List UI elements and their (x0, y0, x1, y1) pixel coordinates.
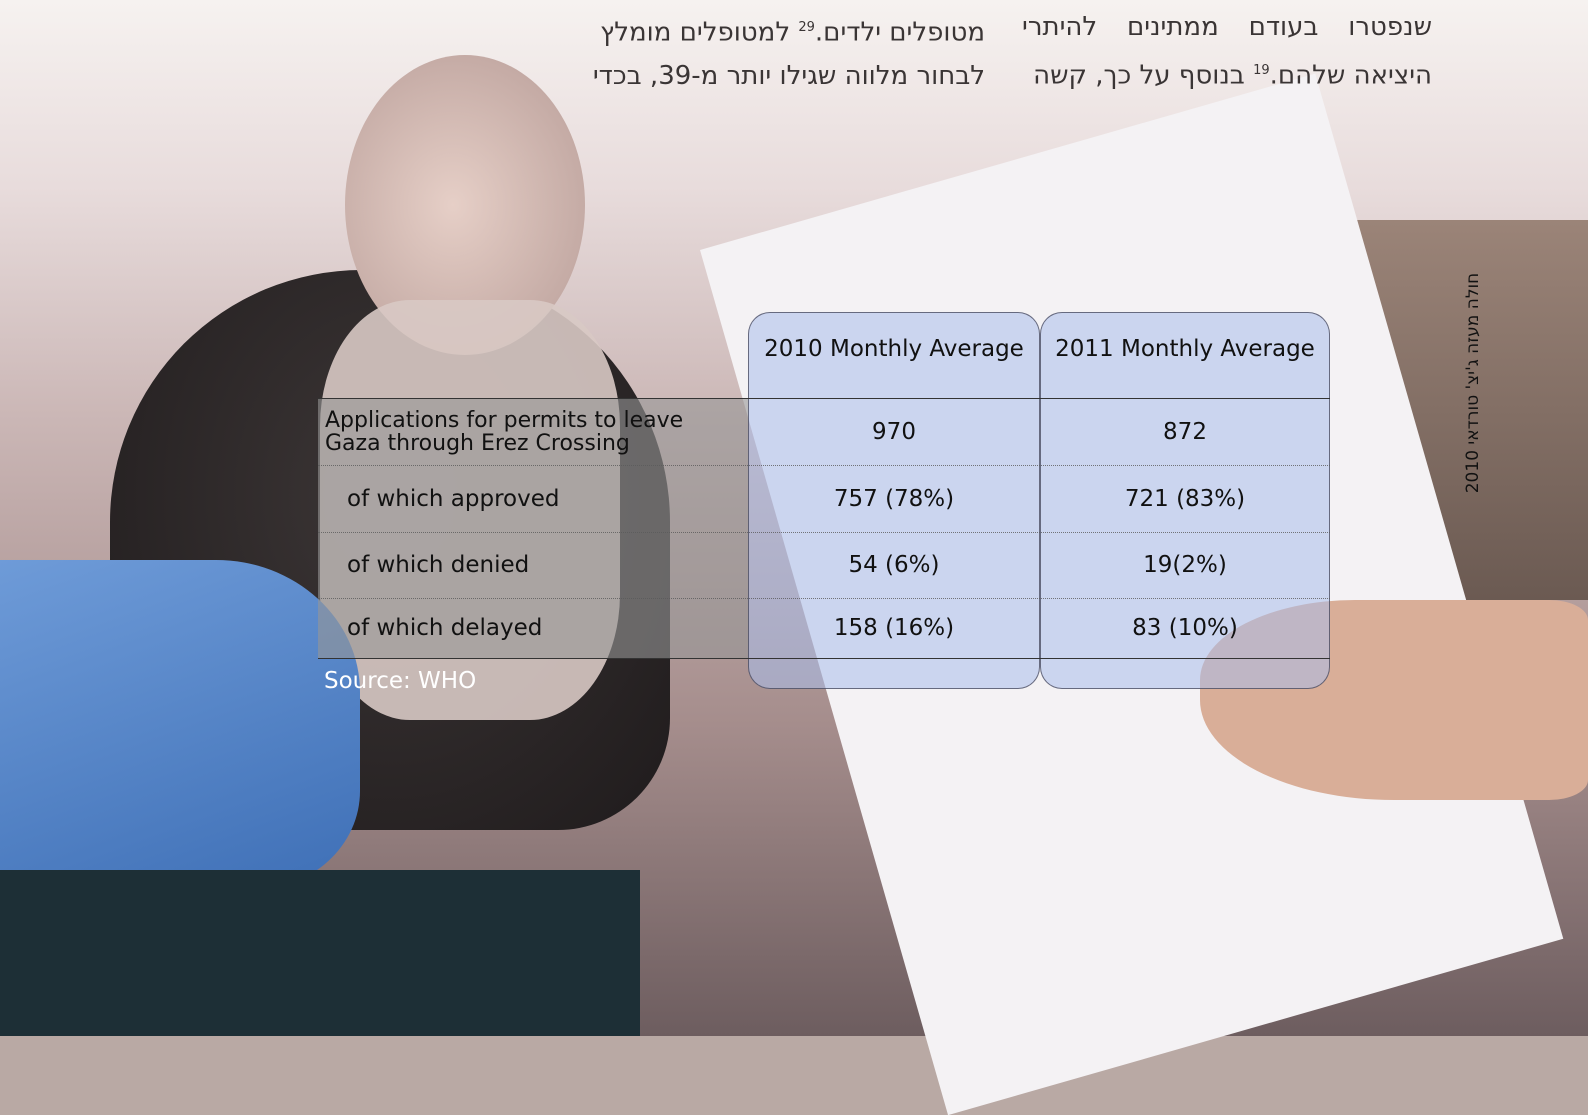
text: בנוסף על כך, קשה (1033, 61, 1253, 91)
cell: 872 (1040, 398, 1330, 465)
photo-caption: חולה מעזה ג'יצ' טורדאי 2010 (1463, 273, 1483, 494)
column-header: 2011 Monthly Average (1040, 336, 1330, 362)
table-bottom-rule (318, 658, 1330, 659)
cell: 83 (10%) (1040, 598, 1330, 658)
text: למטופלים מומלץ (600, 18, 798, 48)
row-label: of which delayed (347, 598, 747, 658)
photo-blanket (0, 560, 360, 890)
text: היציאה שלהם. (1270, 61, 1432, 91)
table-source: Source: WHO (324, 668, 476, 694)
row-label: Applications for permits to leave Gaza t… (325, 398, 745, 465)
column-header: 2010 Monthly Average (748, 336, 1040, 362)
row-label: of which approved (347, 465, 747, 532)
text-line: לבחור מלווה שגילו יותר מ-39, בכדי (575, 55, 985, 98)
text-line: היציאה שלהם.19 בנוסף על כך, קשה (1022, 49, 1432, 98)
cell: 54 (6%) (748, 532, 1040, 598)
footnote-ref: 29 (798, 20, 815, 35)
cell: 970 (748, 398, 1040, 465)
cell: 158 (16%) (748, 598, 1040, 658)
text-column-right: שנפטרו בעודם ממתינים להיתרי היציאה שלהם.… (1022, 6, 1432, 98)
text-line: מטופלים ילדים.29 למטופלים מומלץ (575, 6, 985, 55)
text-column-left: מטופלים ילדים.29 למטופלים מומלץ לבחור מל… (575, 6, 985, 98)
page: שנפטרו בעודם ממתינים להיתרי היציאה שלהם.… (0, 0, 1588, 1036)
cell: 721 (83%) (1040, 465, 1330, 532)
cell: 19(2%) (1040, 532, 1330, 598)
cell: 757 (78%) (748, 465, 1040, 532)
text: מטופלים ילדים. (815, 18, 985, 48)
row-label: of which denied (347, 532, 747, 598)
footnote-ref: 19 (1253, 63, 1270, 78)
photo-cushion (0, 870, 640, 1036)
text-line: שנפטרו בעודם ממתינים להיתרי (1022, 6, 1432, 49)
